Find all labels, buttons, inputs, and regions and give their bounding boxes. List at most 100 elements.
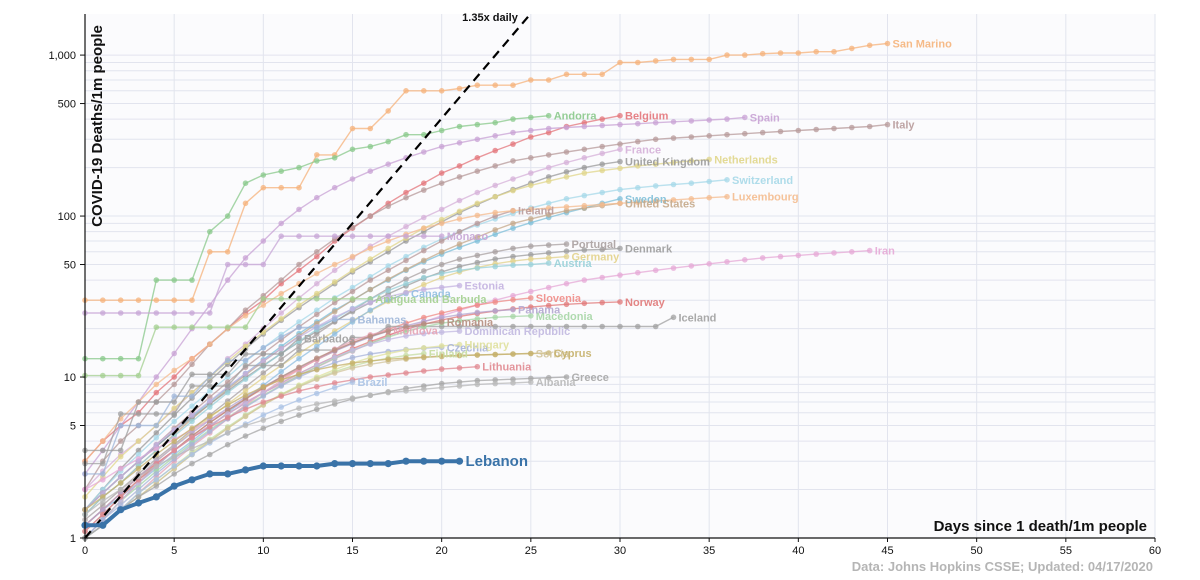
data-point: [421, 274, 427, 281]
data-point: [207, 394, 213, 400]
data-point: [492, 351, 499, 358]
data-point: [581, 146, 588, 153]
data-point: [545, 77, 552, 83]
data-point: [474, 82, 481, 88]
data-point: [171, 447, 177, 454]
data-point: [135, 465, 142, 472]
data-point: [153, 483, 160, 489]
data-point: [189, 393, 195, 400]
series-line: [85, 42, 888, 301]
data-point: [296, 355, 302, 362]
series-label: Romania: [447, 317, 494, 329]
data-point: [403, 328, 409, 335]
data-point: [456, 267, 463, 274]
data-point: [171, 399, 177, 405]
data-point: [510, 306, 516, 313]
data-point: [260, 425, 267, 432]
data-point: [260, 296, 267, 302]
data-point: [278, 296, 285, 302]
data-point: [492, 231, 499, 238]
data-point: [278, 334, 285, 340]
data-point: [545, 302, 552, 309]
x-tick-label: 40: [792, 545, 804, 557]
data-point: [777, 128, 784, 135]
data-point: [314, 290, 320, 297]
data-point: [759, 255, 766, 261]
data-point: [385, 138, 392, 145]
data-point: [189, 297, 195, 304]
data-point: [438, 127, 445, 134]
reference-growth-line: [84, 13, 532, 539]
data-point: [314, 158, 320, 164]
data-point: [278, 368, 285, 375]
data-point: [438, 353, 445, 359]
data-point: [759, 50, 766, 57]
data-point: [117, 480, 124, 486]
data-point: [367, 125, 374, 132]
data-point: [135, 422, 142, 429]
data-point: [260, 238, 267, 244]
data-point: [456, 123, 463, 130]
data-point: [438, 220, 445, 227]
data-point: [278, 418, 285, 425]
reference-line-layer: [84, 13, 532, 539]
data-point: [599, 143, 605, 150]
x-tick-label: 20: [436, 545, 448, 557]
data-point: [171, 374, 177, 380]
data-point: [100, 438, 106, 444]
data-point: [385, 350, 392, 357]
data-point: [367, 341, 374, 348]
data-point: [224, 357, 231, 364]
data-point: [688, 56, 695, 63]
data-point: [456, 306, 463, 312]
data-point: [528, 350, 534, 357]
data-point: [635, 199, 641, 205]
data-point: [421, 225, 427, 231]
data-point: [599, 122, 605, 129]
data-point: [189, 445, 195, 452]
data-point: [367, 168, 374, 174]
data-point: [456, 341, 463, 348]
data-point: [331, 398, 338, 404]
data-point: [528, 182, 534, 189]
data-point: [563, 323, 570, 330]
series-label: Norway: [625, 297, 666, 309]
data-point: [367, 299, 374, 306]
data-point: [456, 197, 463, 204]
data-point: [438, 274, 445, 281]
data-point: [242, 200, 249, 207]
data-point: [314, 324, 320, 331]
data-point: [635, 163, 641, 169]
data-point: [153, 434, 160, 441]
x-axis-title: Days since 1 death/1m people: [934, 518, 1147, 535]
data-point: [189, 355, 195, 362]
data-point: [456, 365, 463, 371]
data-point: [100, 460, 106, 467]
data-point: [171, 453, 177, 460]
data-point: [331, 363, 338, 369]
series-label: Albania: [536, 377, 577, 389]
data-point: [224, 414, 231, 421]
data-point: [134, 499, 143, 507]
data-point: [296, 371, 302, 378]
data-point: [385, 328, 392, 334]
data-point: [349, 340, 356, 346]
data-point: [349, 296, 356, 302]
series-label: Austria: [554, 258, 593, 270]
data-point: [296, 347, 302, 353]
data-point: [385, 108, 392, 114]
data-point: [403, 347, 409, 353]
data-point: [599, 246, 605, 253]
data-point: [474, 309, 481, 316]
series-label: Italy: [893, 120, 916, 132]
data-point: [403, 289, 409, 296]
data-point: [849, 249, 855, 255]
data-point: [474, 189, 481, 196]
data-point: [135, 411, 142, 417]
data-point: [456, 216, 463, 222]
data-point: [207, 413, 213, 420]
data-point: [296, 164, 302, 171]
data-point: [349, 316, 356, 323]
data-point: [100, 516, 106, 523]
data-point: [385, 336, 392, 343]
